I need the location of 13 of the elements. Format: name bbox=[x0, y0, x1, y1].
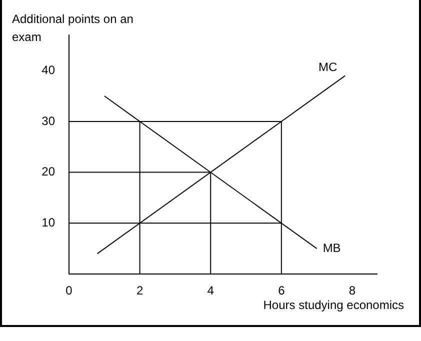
x-tick-label: 2 bbox=[136, 284, 144, 298]
series-label: MB bbox=[322, 240, 341, 255]
x-axis-title: Hours studying economics bbox=[263, 298, 404, 312]
y-tick-label: 20 bbox=[42, 164, 56, 179]
x-tick-label: 8 bbox=[348, 284, 356, 298]
y-axis-title: Additional points on an exam bbox=[12, 11, 134, 46]
series-label: MC bbox=[318, 60, 338, 74]
x-tick-label: 0 bbox=[66, 284, 73, 298]
y-tick-label: 40 bbox=[42, 62, 56, 77]
x-tick-label: 6 bbox=[278, 284, 286, 298]
x-tick-label: 4 bbox=[207, 284, 214, 298]
y-tick-label: 10 bbox=[42, 215, 56, 230]
y-tick-label: 30 bbox=[42, 114, 56, 128]
